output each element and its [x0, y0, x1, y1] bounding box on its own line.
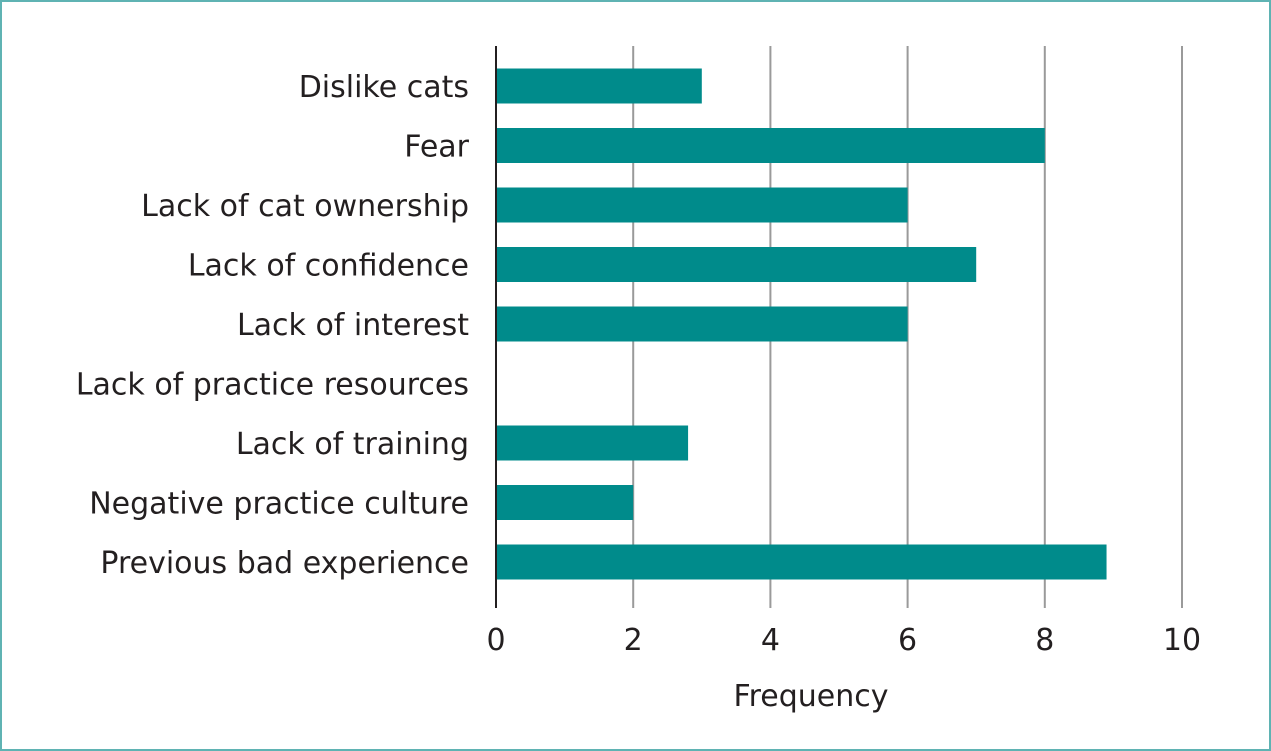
x-tick-label: 4 — [761, 623, 780, 658]
bars — [496, 68, 1107, 580]
bar — [496, 425, 689, 461]
category-label: Negative practice culture — [89, 487, 469, 522]
bar — [496, 128, 1045, 163]
category-label: Lack of practice resources — [76, 368, 469, 403]
x-tick-label: 8 — [1035, 623, 1054, 658]
x-axis-title: Frequency — [734, 679, 889, 714]
category-label: Lack of cat ownership — [141, 189, 469, 224]
category-label: Lack of interest — [237, 308, 469, 343]
bar — [496, 187, 908, 223]
category-label: Lack of confidence — [188, 249, 469, 284]
bar — [496, 306, 908, 342]
x-tick-label: 6 — [898, 623, 917, 658]
category-label: Lack of training — [236, 427, 469, 462]
category-label: Dislike cats — [299, 70, 469, 105]
x-tick-label: 10 — [1163, 623, 1201, 658]
category-label: Fear — [404, 130, 469, 165]
category-label: Previous bad experience — [100, 546, 469, 581]
bar — [496, 247, 977, 282]
category-labels: Dislike cats Fear Lack of cat ownership Lac… — [76, 70, 470, 581]
x-tick-label: 2 — [624, 623, 643, 658]
x-tick-label: 0 — [486, 623, 505, 658]
bar — [496, 68, 702, 104]
bar — [496, 544, 1107, 580]
bar — [496, 485, 634, 520]
x-tick-labels: 0 2 4 6 8 10 — [486, 623, 1201, 658]
